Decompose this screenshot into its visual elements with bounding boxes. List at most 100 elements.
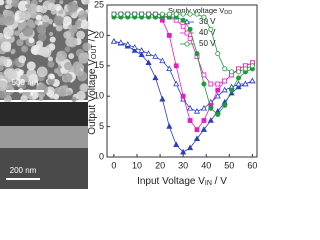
y-tick-label: 0 bbox=[99, 151, 104, 161]
grain bbox=[21, 46, 27, 52]
marker bbox=[183, 18, 191, 25]
marker bbox=[180, 93, 186, 99]
film-layer bbox=[0, 126, 88, 148]
marker bbox=[173, 141, 180, 148]
grain bbox=[71, 24, 78, 31]
marker bbox=[194, 127, 200, 133]
y-label-part: / V bbox=[87, 29, 98, 44]
grain bbox=[74, 20, 83, 28]
marker bbox=[173, 80, 180, 87]
marker bbox=[249, 77, 256, 84]
marker bbox=[208, 26, 214, 32]
marker bbox=[180, 23, 186, 29]
grain bbox=[47, 77, 55, 85]
grain bbox=[53, 15, 64, 26]
grain bbox=[47, 56, 54, 62]
y-tick-label: 25 bbox=[94, 0, 104, 9]
marker bbox=[131, 44, 138, 50]
scale-label: 200 nm bbox=[10, 166, 37, 175]
marker bbox=[173, 63, 179, 69]
grain bbox=[63, 61, 73, 71]
grain bbox=[7, 70, 18, 81]
grain bbox=[63, 73, 73, 83]
marker bbox=[194, 51, 200, 57]
grain bbox=[53, 93, 60, 100]
marker bbox=[215, 81, 221, 87]
marker bbox=[194, 11, 200, 17]
grain bbox=[20, 95, 28, 103]
grain bbox=[68, 11, 73, 16]
x-tick-label: 10 bbox=[132, 160, 142, 170]
grain bbox=[80, 20, 90, 30]
marker bbox=[152, 11, 158, 17]
marker bbox=[242, 80, 249, 87]
grain bbox=[77, 71, 88, 82]
grain bbox=[0, 41, 12, 52]
grain bbox=[77, 10, 88, 20]
grain bbox=[28, 79, 36, 87]
x-tick-label: 30 bbox=[178, 160, 188, 170]
marker bbox=[117, 39, 124, 45]
marker bbox=[138, 47, 145, 53]
grain bbox=[48, 31, 54, 37]
marker bbox=[200, 126, 207, 132]
grain bbox=[22, 26, 34, 37]
grain bbox=[84, 0, 90, 5]
marker bbox=[145, 50, 152, 56]
marker bbox=[152, 74, 159, 81]
marker bbox=[236, 69, 242, 75]
grain bbox=[53, 68, 59, 74]
grain bbox=[39, 5, 48, 14]
marker bbox=[166, 123, 173, 129]
marker bbox=[187, 144, 194, 151]
grain bbox=[6, 3, 12, 9]
legend-label: 50 V bbox=[199, 39, 216, 48]
legend-title-sub: DD bbox=[224, 10, 232, 16]
grain bbox=[10, 50, 15, 55]
grain bbox=[49, 73, 55, 80]
grain bbox=[18, 55, 27, 64]
grain bbox=[76, 90, 86, 101]
grain bbox=[68, 53, 75, 60]
marker bbox=[173, 11, 179, 17]
y-label-part: Output Voltage V bbox=[87, 59, 98, 135]
marker bbox=[187, 36, 193, 41]
grain bbox=[38, 96, 44, 102]
marker bbox=[180, 148, 187, 155]
grain bbox=[47, 2, 56, 11]
substrate bbox=[0, 148, 88, 189]
scale-bar bbox=[6, 178, 40, 180]
marker bbox=[201, 14, 207, 20]
grain bbox=[14, 30, 21, 36]
marker bbox=[118, 11, 124, 17]
marker bbox=[131, 47, 138, 53]
grain bbox=[25, 3, 31, 9]
marker bbox=[159, 57, 166, 64]
marker bbox=[235, 80, 242, 87]
grain bbox=[18, 11, 26, 19]
marker bbox=[207, 117, 214, 123]
legend-title-part: Supply voltage V bbox=[168, 6, 224, 15]
marker bbox=[242, 66, 248, 72]
marker bbox=[236, 75, 242, 81]
marker bbox=[222, 66, 228, 72]
grain bbox=[63, 19, 68, 25]
grain bbox=[0, 0, 5, 6]
figure: 500 nm 200 nm Output Voltage VOUT / V In… bbox=[0, 0, 258, 189]
grain bbox=[62, 22, 69, 30]
page: 500 nm 200 nm Output Voltage VOUT / V In… bbox=[0, 0, 258, 189]
marker bbox=[159, 11, 165, 17]
marker bbox=[166, 65, 173, 72]
legend-label: 30 V bbox=[199, 17, 216, 26]
marker bbox=[132, 11, 138, 17]
grain bbox=[82, 42, 91, 52]
grain bbox=[39, 46, 49, 57]
marker bbox=[187, 104, 194, 111]
grain bbox=[54, 3, 62, 12]
marker bbox=[187, 11, 193, 17]
marker bbox=[222, 78, 228, 84]
grain bbox=[35, 14, 42, 21]
grain bbox=[37, 84, 49, 95]
grain bbox=[0, 88, 8, 99]
grain bbox=[0, 64, 4, 71]
